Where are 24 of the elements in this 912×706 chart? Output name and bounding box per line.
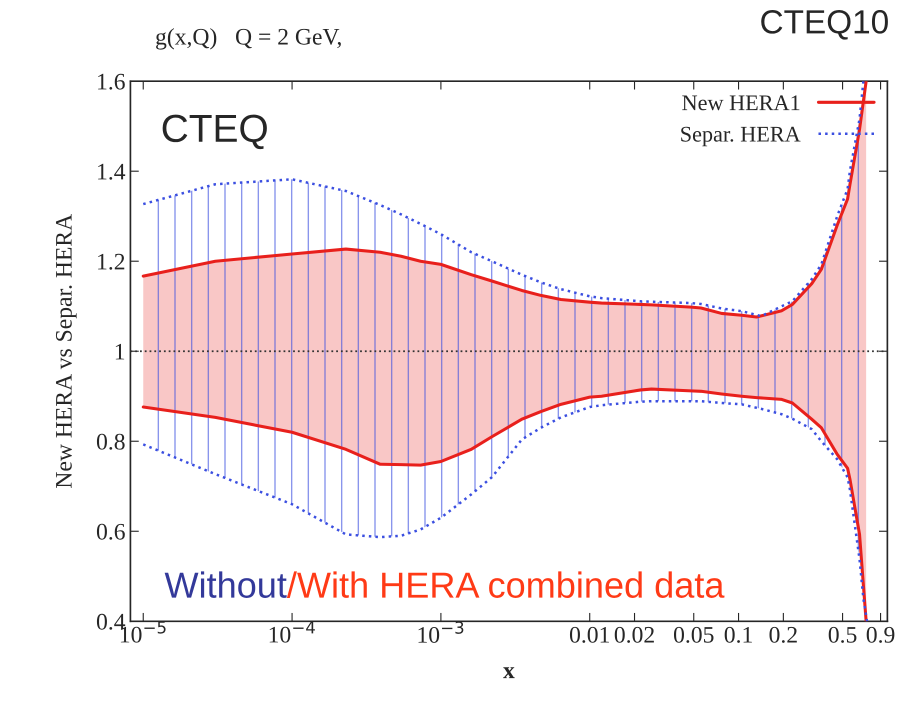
y-tick-label: 1.2 (98, 254, 124, 270)
y-tick-label: 0.8 (96, 434, 125, 450)
x-tick-label: 0.1 (724, 626, 752, 643)
x-axis-title: x (503, 667, 515, 678)
y-tick-label: 1.4 (98, 164, 126, 180)
x-tick-label: 0.2 (769, 626, 797, 643)
legend-label: New HERA1 (682, 95, 800, 110)
text: CTEQ10 (761, 10, 888, 40)
x-tick-label: 0.02 (614, 626, 654, 643)
y-tick-label: 0.6 (96, 524, 125, 540)
legend-label: Separ. HERA (681, 126, 801, 146)
y-axis-title: New HERA vs Separ. HERA (56, 214, 77, 488)
x-tick-label: 0.05 (674, 626, 714, 643)
y-tick-label: 1.6 (98, 74, 125, 90)
x-tick-label: 10$^{−4}$ (270, 621, 315, 643)
y-tick-label: 1 (116, 344, 124, 360)
chart-title: g(x,Q) Q = 2 GeV, (156, 28, 341, 50)
x-tick-label: 0.01 (570, 626, 609, 643)
x-tick-label: 0.9 (866, 626, 894, 643)
annotation: Without (164, 571, 287, 598)
x-tick-label: 10$^{−3}$ (418, 621, 464, 643)
annotation: /With HERA combined data (286, 571, 724, 598)
x-tick-label: 0.5 (828, 626, 856, 643)
annotation: CTEQ (162, 114, 267, 150)
